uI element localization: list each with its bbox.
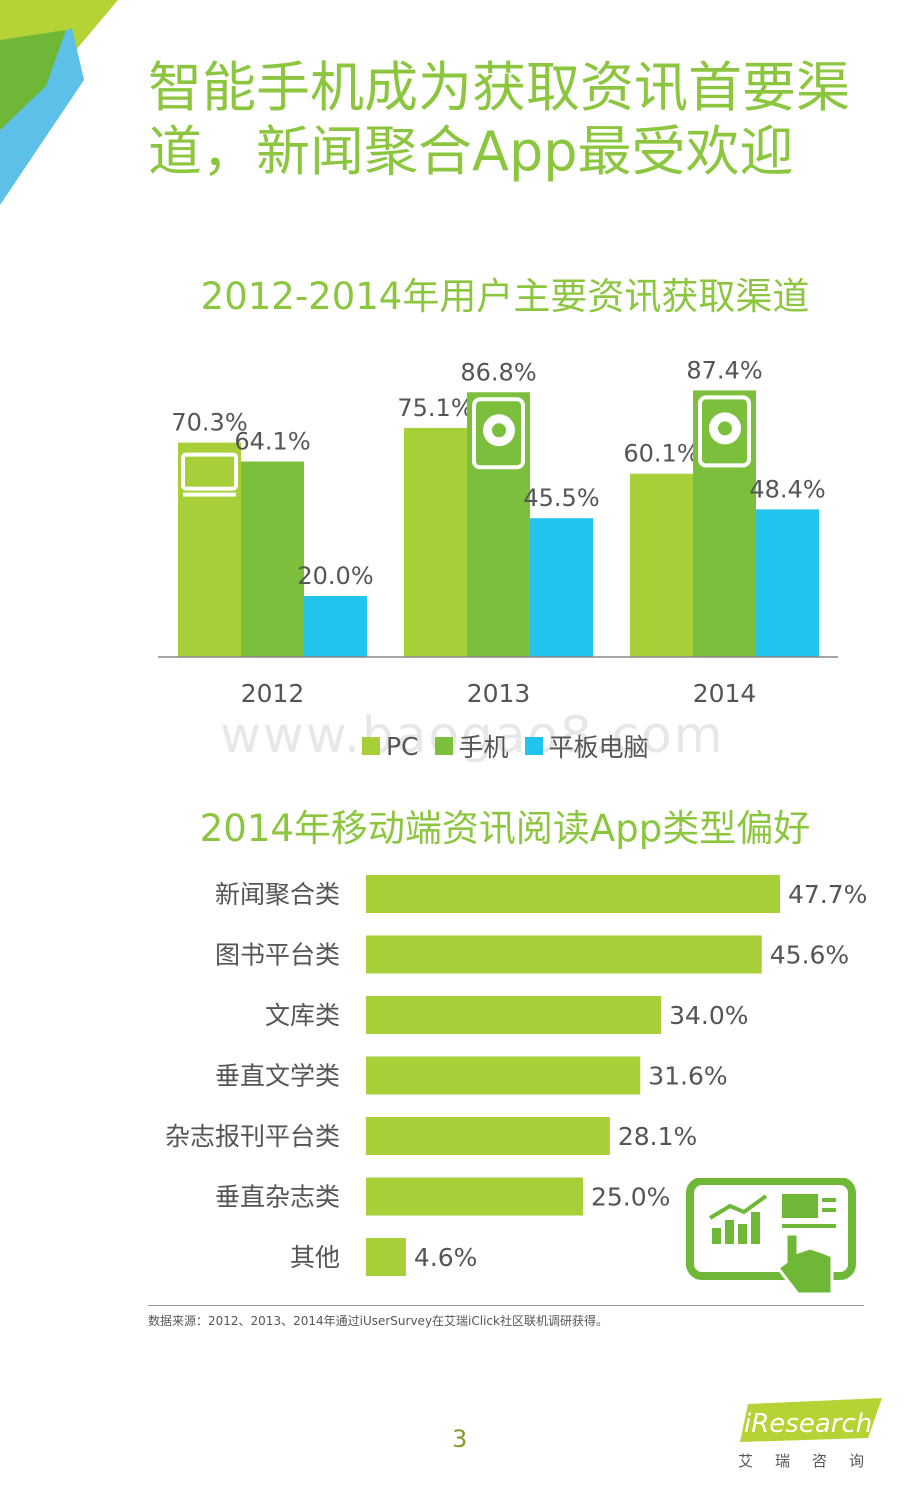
legend-item-tablet: 平板电脑: [524, 728, 649, 764]
hbar-category-6: 其他: [290, 1243, 340, 1272]
corner-decoration: [0, 0, 118, 205]
legend-swatch-pc: [362, 737, 380, 755]
pc-monitor-icon: [181, 452, 238, 491]
chart1-title: 2012-2014年用户主要资讯获取渠道: [200, 275, 810, 318]
hbar-0: [366, 875, 780, 913]
pc-monitor-base-icon: [183, 492, 236, 497]
hbar-value-1: 45.6%: [770, 941, 849, 970]
legend-item-mobile: 手机: [434, 728, 509, 764]
bar-2012-0: [178, 442, 241, 657]
legend-label-mobile: 手机: [458, 733, 509, 762]
hbar-4: [366, 1117, 610, 1155]
page-title: 智能手机成为获取资讯首要渠道，新闻聚合App最受欢迎: [148, 56, 850, 183]
tablet-touch-icon: [686, 1178, 856, 1296]
hbar-value-3: 31.6%: [648, 1062, 727, 1091]
bar-2013-0: [404, 427, 467, 657]
chart1-legend: PC 手机 平板电脑: [362, 728, 649, 764]
phone-icon-2014: [698, 395, 751, 468]
globe-pin-icon-2014: [718, 421, 732, 436]
hbar-value-2: 34.0%: [669, 1001, 748, 1030]
hbar-1: [366, 935, 762, 974]
hbar-value-6: 4.6%: [414, 1243, 478, 1272]
globe-pin-icon-2013: [492, 423, 506, 438]
x-tick-2014: 2014: [693, 679, 757, 708]
bar-2014-2: [756, 509, 819, 657]
chart2-title: 2014年移动端资讯阅读App类型偏好: [199, 807, 811, 850]
hbar-3: [366, 1056, 641, 1095]
page-number: 3: [452, 1425, 468, 1453]
legend-label-tablet: 平板电脑: [548, 733, 649, 762]
hbar-category-2: 文库类: [265, 1001, 340, 1030]
bar-2014-0: [630, 473, 693, 657]
bar-label-2012-1: 64.1%: [234, 427, 310, 455]
bar-label-2013-1: 86.8%: [460, 358, 536, 386]
svg-text:iResearch: iResearch: [744, 1409, 872, 1439]
hbar-value-5: 25.0%: [591, 1183, 670, 1212]
footer-divider: [148, 1305, 864, 1306]
watermark: www.baogao8.com: [220, 706, 725, 764]
hbar-6: [366, 1238, 406, 1276]
logo-cn-text: 艾瑞咨询: [738, 1452, 887, 1470]
iresearch-logo: iResearch: [740, 1398, 882, 1442]
x-tick-2012: 2012: [241, 679, 305, 708]
bar-label-2014-2: 48.4%: [749, 475, 825, 503]
bar-label-2014-1: 87.4%: [686, 356, 762, 384]
hbar-category-0: 新闻聚合类: [215, 880, 340, 909]
legend-swatch-mobile: [434, 737, 453, 755]
legend-swatch-tablet: [524, 737, 543, 755]
chart1-channels: 70.3%64.1% 20.0% 2012 75.1% 86.8% 45.5% 2013 60…: [158, 356, 838, 708]
hbar-5: [366, 1177, 583, 1216]
hbar-value-4: 28.1%: [618, 1122, 697, 1151]
chart2-app-preference: 新闻聚合类 47.7% 图书平台类 45.6% 文库类 34.0% 垂直文学类 31.6% 杂志…: [165, 875, 867, 1276]
bar-label-2013-0: 75.1%: [397, 394, 473, 422]
bar-label-2013-2: 45.5%: [523, 484, 599, 512]
bar-2013-2: [530, 518, 593, 657]
phone-icon-2013: [472, 397, 525, 470]
bar-label-2014-0: 60.1%: [623, 440, 699, 468]
hbar-category-5: 垂直杂志类: [215, 1183, 340, 1212]
legend-item-pc: PC: [362, 728, 419, 764]
hbar-2: [366, 996, 662, 1034]
bar-2012-1: [241, 461, 304, 657]
hbar-category-4: 杂志报刊平台类: [165, 1122, 340, 1151]
hbar-category-1: 图书平台类: [215, 941, 340, 970]
bar-label-2012-0: 70.3%: [171, 409, 247, 437]
data-source-note: 数据来源：2012、2013、2014年通过iUserSurvey在艾瑞iCli…: [148, 1314, 608, 1328]
hbar-category-3: 垂直文学类: [215, 1062, 340, 1091]
x-tick-2013: 2013: [467, 679, 531, 708]
hbar-value-0: 47.7%: [788, 880, 867, 909]
bar-2012-2: [304, 596, 367, 657]
bar-label-2012-2: 20.0%: [297, 562, 373, 590]
legend-label-pc: PC: [386, 731, 419, 761]
